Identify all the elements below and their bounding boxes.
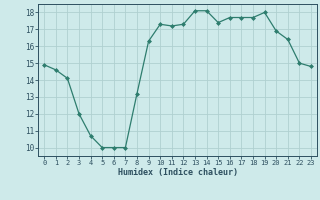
- X-axis label: Humidex (Indice chaleur): Humidex (Indice chaleur): [118, 168, 238, 177]
